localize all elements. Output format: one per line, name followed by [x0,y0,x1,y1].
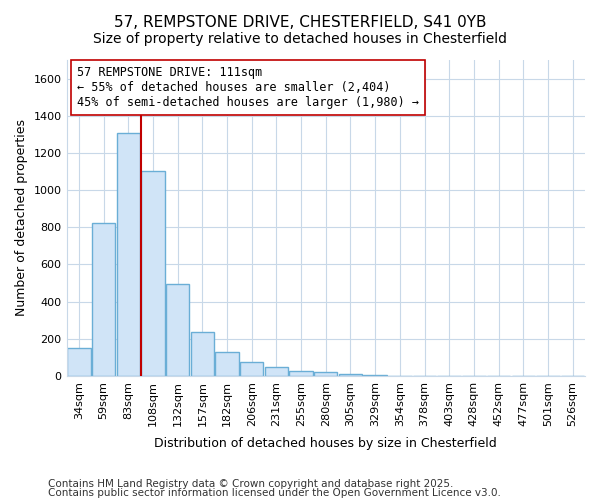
X-axis label: Distribution of detached houses by size in Chesterfield: Distribution of detached houses by size … [154,437,497,450]
Text: 57 REMPSTONE DRIVE: 111sqm
← 55% of detached houses are smaller (2,404)
45% of s: 57 REMPSTONE DRIVE: 111sqm ← 55% of deta… [77,66,419,110]
Bar [364,375,387,376]
Text: Size of property relative to detached houses in Chesterfield: Size of property relative to detached ho… [93,32,507,46]
Bar [289,372,313,376]
Text: Contains HM Land Registry data © Crown copyright and database right 2025.: Contains HM Land Registry data © Crown c… [48,479,454,489]
Bar [339,374,362,376]
Bar [92,222,115,376]
Bar [240,362,263,376]
Bar [116,134,140,376]
Bar [191,332,214,376]
Bar [215,352,239,376]
Bar [67,348,91,376]
Y-axis label: Number of detached properties: Number of detached properties [15,120,28,316]
Text: 57, REMPSTONE DRIVE, CHESTERFIELD, S41 0YB: 57, REMPSTONE DRIVE, CHESTERFIELD, S41 0… [114,15,486,30]
Bar [265,366,288,376]
Text: Contains public sector information licensed under the Open Government Licence v3: Contains public sector information licen… [48,488,501,498]
Bar [314,372,337,376]
Bar [141,172,164,376]
Bar [166,284,190,376]
